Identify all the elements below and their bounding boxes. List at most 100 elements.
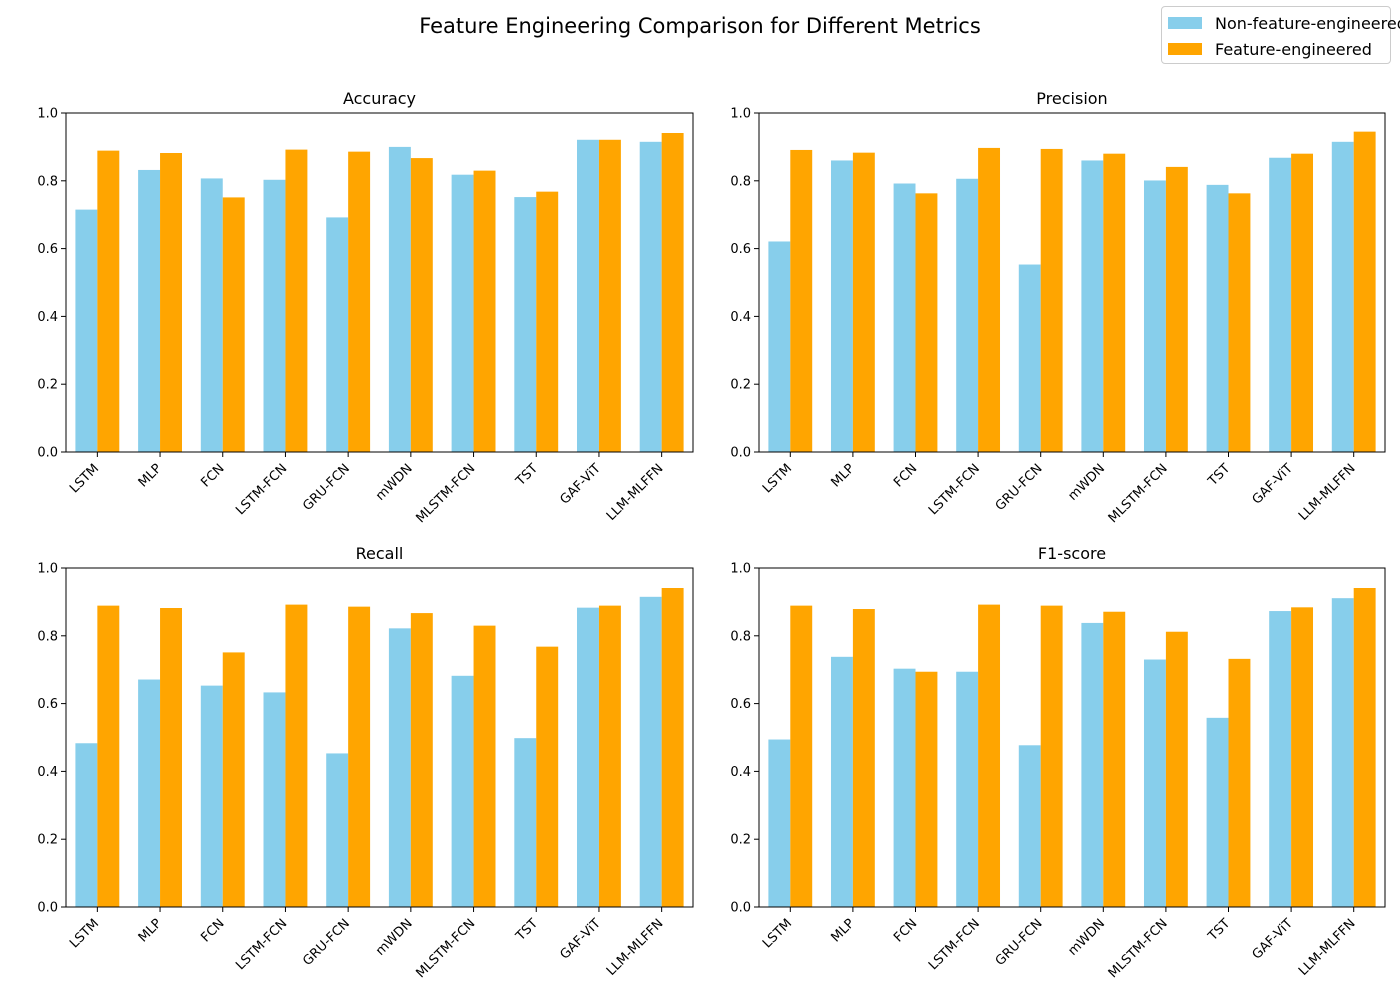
bar-non-fe-mlstm-fcn (451, 675, 474, 907)
bar-fe-tst (1228, 658, 1251, 907)
bar-fe-lstm (790, 149, 813, 453)
bar-fe-gaf-vit (1291, 153, 1314, 452)
y-tick-label: 0.2 (37, 378, 58, 393)
x-tick-label-mlstm-fcn: MLSTM-FCN (1106, 461, 1171, 526)
x-tick-label-mwdn: mWDN (1066, 461, 1109, 504)
bar-fe-gaf-vit (598, 605, 621, 907)
bar-fe-mwdn (1103, 153, 1126, 452)
bar-non-fe-mlp (138, 169, 161, 452)
x-tick-label-gru-fcn: GRU-FCN (993, 461, 1046, 514)
bar-fe-llm-mlffn (661, 588, 684, 907)
bar-non-fe-gru-fcn (1018, 745, 1041, 907)
x-tick-label-mlstm-fcn: MLSTM-FCN (1106, 916, 1171, 981)
y-tick-label: 0.8 (37, 174, 58, 189)
bar-fe-mwdn (410, 613, 433, 907)
bar-fe-llm-mlffn (661, 133, 684, 452)
bar-non-fe-llm-mlffn (639, 596, 662, 907)
bar-fe-mlp (852, 152, 875, 452)
y-tick-label: 0.0 (37, 446, 58, 461)
bar-fe-gru-fcn (1040, 148, 1063, 452)
bar-fe-mlstm-fcn (473, 625, 496, 907)
axes-frame (65, 112, 694, 453)
bar-fe-gru-fcn (1040, 605, 1063, 907)
bar-fe-tst (1228, 193, 1251, 452)
bar-non-fe-fcn (200, 685, 223, 907)
y-tick-label: 0.8 (730, 174, 751, 189)
bar-non-fe-mwdn (1081, 622, 1104, 907)
x-tick-label-gru-fcn: GRU-FCN (300, 461, 353, 514)
bar-fe-tst (536, 191, 559, 452)
bar-fe-fcn (915, 671, 938, 907)
x-tick-label-mlstm-fcn: MLSTM-FCN (413, 461, 478, 526)
bar-fe-fcn (222, 652, 245, 907)
bar-fe-llm-mlffn (1353, 131, 1376, 452)
x-tick-label-gaf-vit: GAF-ViT (1250, 461, 1296, 507)
bar-non-fe-mlp (830, 656, 853, 907)
bar-fe-gru-fcn (348, 151, 371, 452)
axes-frame (758, 567, 1386, 908)
y-tick-label: 1.0 (37, 107, 58, 122)
bar-fe-mwdn (1103, 611, 1126, 907)
x-tick-label-mwdn: mWDN (373, 916, 416, 959)
bar-non-fe-lstm (768, 241, 791, 452)
axes-frame (758, 112, 1386, 453)
y-tick-label: 0.8 (37, 629, 58, 644)
bar-fe-mlp (852, 609, 875, 907)
bar-non-fe-mwdn (1081, 160, 1104, 452)
x-tick-label-fcn: FCN (891, 461, 920, 490)
x-tick-label-lstm-fcn: LSTM-FCN (233, 461, 290, 518)
x-tick-label-fcn: FCN (891, 916, 920, 945)
x-tick-label-mwdn: mWDN (1066, 916, 1109, 959)
bar-fe-mlp (160, 608, 182, 907)
bar-fe-mwdn (410, 158, 433, 452)
bar-non-fe-tst (1206, 184, 1229, 453)
bar-non-fe-gaf-vit (1269, 157, 1292, 453)
bar-fe-mlstm-fcn (1165, 631, 1188, 907)
y-tick-label: 0.4 (730, 310, 751, 325)
x-tick-label-lstm-fcn: LSTM-FCN (926, 916, 983, 973)
x-tick-label-gaf-vit: GAF-ViT (1250, 916, 1296, 962)
chart-title-accuracy: Accuracy (343, 89, 416, 108)
y-tick-label: 0.2 (37, 833, 58, 848)
x-tick-label-lstm: LSTM (760, 461, 795, 496)
x-tick-label-lstm: LSTM (760, 916, 795, 951)
bar-non-fe-mlstm-fcn (451, 174, 474, 452)
y-tick-label: 0.2 (730, 833, 751, 848)
legend-item-fe: Feature-engineered (1168, 38, 1372, 60)
x-tick-label-fcn: FCN (198, 916, 227, 945)
bar-non-fe-fcn (893, 183, 916, 452)
x-tick-label-lstm-fcn: LSTM-FCN (926, 461, 983, 518)
x-tick-label-lstm: LSTM (67, 461, 102, 496)
x-tick-label-llm-mlffn: LLM-MLFFN (1296, 461, 1359, 524)
bar-non-fe-gaf-vit (577, 607, 599, 907)
x-tick-label-mwdn: mWDN (373, 461, 416, 504)
y-tick-label: 0.4 (730, 765, 751, 780)
bar-non-fe-tst (1206, 717, 1229, 907)
y-tick-label: 0.6 (730, 697, 751, 712)
bar-non-fe-llm-mlffn (1331, 141, 1354, 452)
x-tick-label-gaf-vit: GAF-ViT (557, 916, 603, 962)
legend-swatch-non-fe (1168, 17, 1202, 29)
figure-title: Feature Engineering Comparison for Diffe… (419, 14, 981, 38)
bar-fe-lstm-fcn (285, 149, 308, 452)
bar-non-fe-gru-fcn (1018, 264, 1041, 452)
chart-title-recall: Recall (356, 544, 404, 563)
x-tick-label-mlp: MLP (136, 916, 165, 945)
bar-fe-lstm (97, 150, 120, 452)
bar-fe-fcn (915, 193, 938, 452)
x-tick-label-fcn: FCN (198, 461, 227, 490)
bar-non-fe-mlstm-fcn (1143, 659, 1166, 907)
x-tick-label-gru-fcn: GRU-FCN (300, 916, 353, 969)
bar-non-fe-tst (514, 197, 537, 452)
y-tick-label: 0.4 (37, 310, 58, 325)
chart-panel-precision: 0.0 0.2 0.4 0.6 0.8 1.0 LSTM MLP FCN LSTM-FCN GRU-… (730, 89, 1386, 526)
x-tick-label-tst: TST (513, 916, 541, 944)
bar-fe-mlstm-fcn (1165, 166, 1188, 452)
bar-non-fe-mwdn (388, 146, 411, 452)
bar-non-fe-gru-fcn (326, 217, 349, 452)
chart-panel-f1-score: 0.0 0.2 0.4 0.6 0.8 1.0 LSTM MLP FCN LSTM-FCN GRU-… (730, 544, 1386, 981)
bar-fe-lstm-fcn (978, 604, 1001, 907)
bar-non-fe-lstm-fcn (263, 692, 286, 907)
bar-non-fe-fcn (200, 178, 223, 452)
legend-item-non-fe: Non-feature-engineered (1168, 12, 1400, 34)
